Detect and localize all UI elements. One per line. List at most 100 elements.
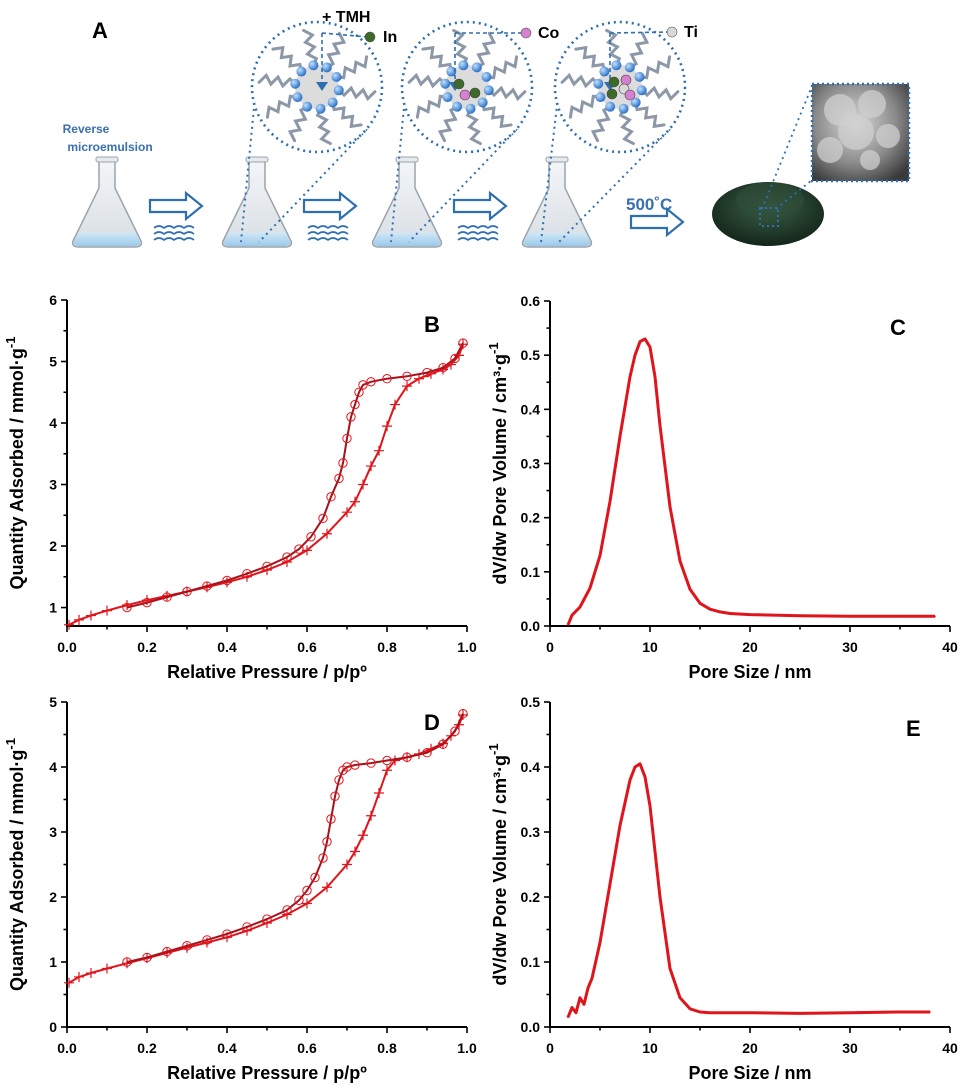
x-tick-label: 40 [942, 639, 958, 655]
wave-icon [307, 237, 349, 242]
x-tick-label: 30 [842, 639, 858, 655]
distribution-point [729, 612, 731, 615]
distribution-point [591, 977, 593, 980]
element-ball [459, 89, 471, 101]
wave-icon [457, 225, 499, 230]
x-axis-title: Relative Pressure / p/pº [167, 662, 367, 682]
sem-particle [860, 150, 880, 170]
surfactant-tail [452, 28, 469, 67]
surfactant-head [593, 78, 604, 89]
desorption-point [350, 760, 360, 770]
distribution-point [649, 805, 651, 807]
y-tick-label: 4 [49, 759, 57, 775]
y-tick-label: 0.5 [521, 694, 541, 710]
distribution-point [689, 588, 691, 590]
zoom-line [761, 85, 813, 210]
desorption-point [122, 602, 132, 613]
flask-rim [395, 156, 419, 163]
desorption-point [182, 941, 192, 951]
distribution-point [899, 1011, 901, 1013]
micelle-zoom [540, 20, 687, 243]
flask-body [71, 159, 143, 248]
y-tick-label: 2 [49, 538, 57, 554]
desorption-point [306, 532, 316, 542]
distribution-point [749, 1011, 751, 1014]
y-tick-label: 0.4 [521, 759, 541, 775]
y-tick-label: 0.5 [521, 347, 541, 363]
x-tick-label: 0.8 [377, 1040, 397, 1056]
distribution-point [579, 996, 581, 999]
surfactant-tail [640, 85, 680, 102]
surfactant-head [327, 97, 338, 108]
desorption-point [342, 433, 352, 444]
surfactant-head [458, 60, 469, 71]
adsorption-point [74, 614, 84, 625]
desorption-point [326, 492, 336, 502]
distribution-line [566, 337, 935, 626]
y-tick-label: 0.3 [521, 456, 541, 472]
wave-icon [457, 231, 499, 236]
surfactant-head [292, 92, 303, 103]
adsorption-point [366, 810, 376, 821]
distribution-point [934, 615, 936, 618]
desorption-point [202, 935, 212, 945]
surfactant-head [624, 62, 635, 73]
element-label-in: In [383, 29, 397, 46]
desorption-point [382, 374, 392, 384]
desorption-point [262, 914, 272, 924]
inset-marker [759, 207, 779, 227]
x-tick-label: 0 [546, 639, 554, 655]
y-tick-label: 1 [49, 954, 57, 970]
zoom-line [390, 96, 406, 243]
process-label-line2: microemulsion [67, 140, 152, 154]
desorption-point [202, 581, 212, 591]
process-arrow [629, 206, 685, 238]
desorption-point [294, 544, 304, 554]
distribution-point [669, 506, 671, 508]
y-axis-title-text: Quantity Adsorbed / mmol·g [7, 348, 27, 589]
micelle-zoom [240, 20, 384, 243]
element-ball [520, 27, 532, 39]
distribution-point [709, 1011, 711, 1014]
zoom-line [240, 96, 256, 243]
element-ball [624, 89, 636, 101]
wave-icon [153, 231, 195, 236]
surfactant-head [605, 101, 616, 112]
surfactant-tail [638, 55, 672, 80]
desorption-point [402, 752, 412, 762]
wave-icon [307, 225, 349, 230]
desorption-point [366, 377, 376, 387]
desorption-point [242, 569, 252, 579]
distribution-point [654, 850, 656, 853]
adsorption-point [322, 528, 332, 539]
surfactant-tail [287, 105, 309, 143]
surfactant-head [333, 85, 344, 96]
zoom-line [775, 179, 813, 210]
adsorption-point [342, 507, 352, 518]
distribution-point [659, 896, 661, 898]
panel-label-a: A [92, 18, 108, 43]
surfactant-tail [437, 105, 459, 143]
desorption-point [354, 387, 364, 397]
flask-liquid [373, 233, 441, 246]
desorption-point [382, 755, 392, 766]
flask-rim [245, 156, 269, 163]
wave-icon [153, 237, 195, 242]
sem-frame [810, 82, 911, 183]
adsorption-point [374, 788, 384, 798]
surfactant-tail [335, 55, 369, 80]
adsorption-point [64, 619, 74, 630]
x-tick-label: 0.4 [217, 1040, 237, 1056]
wave-icon [307, 231, 349, 236]
distribution-point [599, 554, 601, 557]
desorption-point [438, 739, 448, 749]
flask-rim [95, 156, 119, 163]
y-axis-title: Quantity Adsorbed / mmol·g-1 [3, 337, 27, 590]
y-axis-title-text: dV/dw Pore Volume / cm³·g [490, 354, 510, 585]
adsorption-point [86, 968, 96, 979]
desorption-point [450, 353, 460, 364]
isotherm-chart-d: 0.0 0.2 0.4 0.6 0.8 1.0 0 1 2 3 4 5 Relative Pressur… [3, 694, 477, 1083]
distribution-point [849, 615, 851, 618]
surfactant-tail [271, 45, 303, 74]
isotherm-chart-b: 0.0 0.2 0.4 0.6 0.8 1.0 1 2 3 4 5 6 Relative Pressur… [3, 292, 477, 682]
